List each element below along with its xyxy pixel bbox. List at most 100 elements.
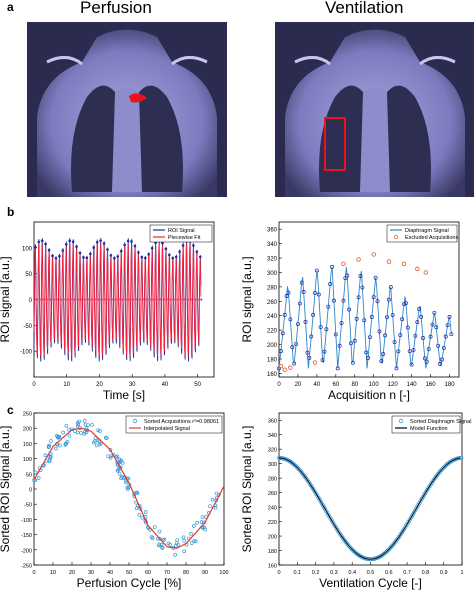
excluded-point <box>423 270 429 275</box>
y-tick-label: 50 <box>25 272 32 278</box>
peak-marker <box>82 256 85 259</box>
sorted-diaphragm-point <box>439 467 444 472</box>
data-point <box>396 349 401 354</box>
zero-marker <box>107 298 110 301</box>
x-tick-label: 50 <box>194 382 201 388</box>
data-point <box>436 343 441 348</box>
data-point <box>371 295 376 300</box>
zero-marker <box>97 298 100 301</box>
peak-marker <box>119 249 123 253</box>
x-tick-label: 20 <box>96 382 103 388</box>
data-point <box>343 276 348 281</box>
peak-marker <box>51 254 54 258</box>
zero-marker <box>182 298 186 301</box>
sorted-diaphragm-point <box>349 546 354 551</box>
y-tick-label: 240 <box>268 506 277 512</box>
y-tick-label: 100 <box>23 457 32 463</box>
zero-marker <box>72 298 76 301</box>
sorted-acquisition-point <box>214 491 219 496</box>
sorted-acquisition-point <box>75 430 80 435</box>
data-point <box>288 317 293 322</box>
peak-marker <box>126 239 130 243</box>
data-point <box>417 306 422 311</box>
sorted-acquisition-point <box>33 470 38 475</box>
x-tick-label: 10 <box>63 382 70 388</box>
data-point <box>301 289 306 294</box>
y-axis-label: Sorted ROI Signal [a.u.] <box>0 426 12 553</box>
y-axis-label: Sorted ROI Signal [a.u.] <box>240 426 254 553</box>
peak-marker <box>147 253 151 256</box>
peak-marker <box>54 256 58 260</box>
sorted-acquisition-point <box>63 442 68 447</box>
series-model-function <box>278 457 461 560</box>
zero-marker <box>145 298 148 301</box>
sorted-acquisition-point <box>103 435 108 440</box>
sorted-acquisition-point <box>208 504 212 508</box>
data-point <box>398 333 403 338</box>
sorted-acquisition-point <box>140 515 145 520</box>
data-point <box>419 314 424 319</box>
sorted-acquisition-point <box>49 439 53 443</box>
sorted-acquisition-point <box>157 542 162 547</box>
peak-marker <box>44 242 47 246</box>
ventilation-mri-image <box>275 22 474 197</box>
data-point <box>426 347 431 351</box>
data-point <box>345 273 350 278</box>
peak-marker <box>61 249 65 252</box>
peak-marker <box>34 245 37 249</box>
sorted-diaphragm-point <box>297 468 302 473</box>
sorted-acquisition-point <box>159 542 164 547</box>
sorted-acquisition-point <box>43 453 48 458</box>
data-point <box>286 290 291 295</box>
legend-entry: Piecewise Fit <box>168 235 201 241</box>
zero-marker <box>117 298 120 301</box>
zero-marker <box>83 298 86 301</box>
legend-entry: Interpolated Signal <box>144 426 190 432</box>
y-tick-label: 320 <box>267 257 278 263</box>
y-tick-label: 260 <box>268 491 277 497</box>
zero-marker <box>196 298 199 301</box>
perfusion-roi <box>129 93 147 103</box>
x-axis-label: Ventilation Cycle [-] <box>319 576 422 590</box>
y-tick-label: 280 <box>267 285 278 291</box>
zero-marker <box>189 298 193 301</box>
plot-frame <box>278 221 460 378</box>
zero-marker <box>172 298 175 301</box>
sorted-diaphragm-point <box>296 467 301 472</box>
data-point <box>413 333 418 338</box>
x-tick-label: 0.2 <box>312 570 320 576</box>
data-point <box>295 322 300 326</box>
excluded-point <box>415 266 420 272</box>
data-point <box>381 352 386 356</box>
zero-marker <box>176 298 179 301</box>
series-diaphragm-signal <box>278 266 452 369</box>
data-point <box>383 333 388 338</box>
sorted-acquisition-point <box>189 541 194 546</box>
sorted-diaphragm-point <box>346 543 351 548</box>
zero-marker <box>152 298 155 301</box>
x-tick-label: 0.6 <box>385 570 393 576</box>
data-point <box>439 357 444 362</box>
data-point <box>322 349 327 354</box>
sorted-acquisition-point <box>124 480 128 485</box>
sorted-acquisition-point <box>117 457 122 462</box>
sorted-acquisition-point <box>79 431 83 435</box>
y-tick-label: 220 <box>268 520 277 526</box>
peak-marker <box>178 250 181 254</box>
sorted-diaphragm-point <box>442 464 447 469</box>
zero-marker <box>121 298 124 301</box>
x-tick-label: 0 <box>32 570 35 576</box>
y-tick-label: 250 <box>23 412 32 418</box>
peak-marker <box>195 250 199 254</box>
sorted-acquisition-point <box>159 545 164 549</box>
peak-marker <box>92 246 96 249</box>
data-point <box>445 323 450 328</box>
sorted-acquisition-point <box>210 497 215 502</box>
y-axis-label: ROI signal [a.u.] <box>240 256 254 342</box>
data-point <box>331 298 336 303</box>
panel-label-a: a <box>7 0 14 14</box>
sorted-diaphragm-point <box>414 506 419 511</box>
peak-marker <box>64 243 68 246</box>
peak-marker <box>116 255 120 258</box>
zero-marker <box>69 298 72 301</box>
